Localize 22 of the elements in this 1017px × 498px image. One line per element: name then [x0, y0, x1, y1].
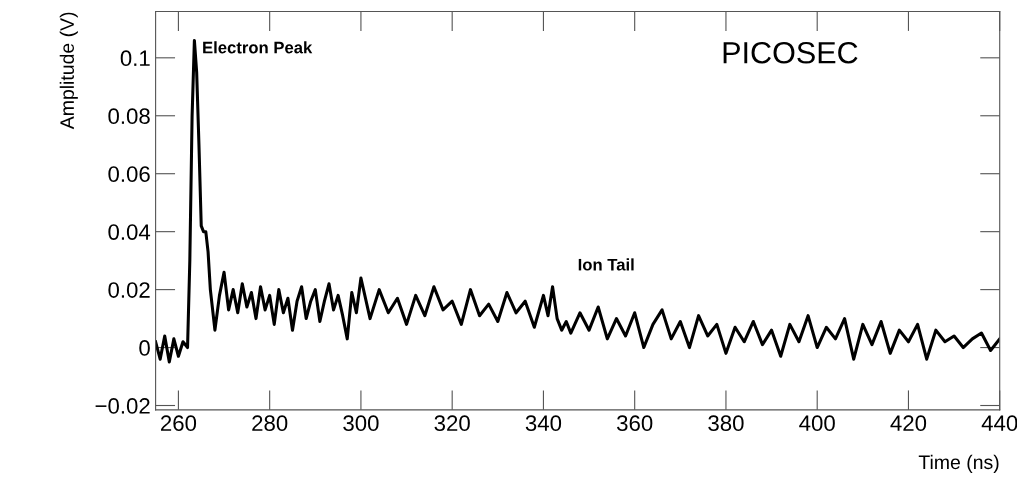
x-tick-label: 340 [525, 415, 562, 432]
y-tick-label: 0.1 [120, 50, 150, 67]
x-tick-label: 400 [799, 415, 835, 432]
x-tick-label: 320 [434, 415, 470, 432]
x-tick-label: 360 [617, 415, 653, 432]
x-axis-title: Time (ns) [918, 454, 999, 473]
annotation: Ion Tail [578, 258, 634, 271]
y-tick-label: 0.08 [108, 108, 150, 125]
x-tick-label: 260 [161, 415, 197, 432]
x-tick-label: 380 [708, 415, 744, 432]
y-axis-title: Amplitude (V) [59, 12, 78, 130]
x-tick-label: 420 [890, 415, 927, 432]
annotation: PICOSEC [723, 41, 858, 64]
x-tick-label: 440 [981, 415, 1017, 432]
y-tick-label: 0.06 [108, 166, 150, 182]
x-tick-label: 280 [252, 415, 288, 432]
annotation: Electron Peak [203, 41, 313, 54]
y-tick-label: 0.04 [108, 224, 151, 240]
y-tick-label: 0.02 [108, 282, 150, 298]
y-tick-label: −0.02 [95, 398, 150, 414]
x-tick-label: 300 [343, 415, 379, 432]
y-tick-label: 0 [139, 340, 150, 356]
